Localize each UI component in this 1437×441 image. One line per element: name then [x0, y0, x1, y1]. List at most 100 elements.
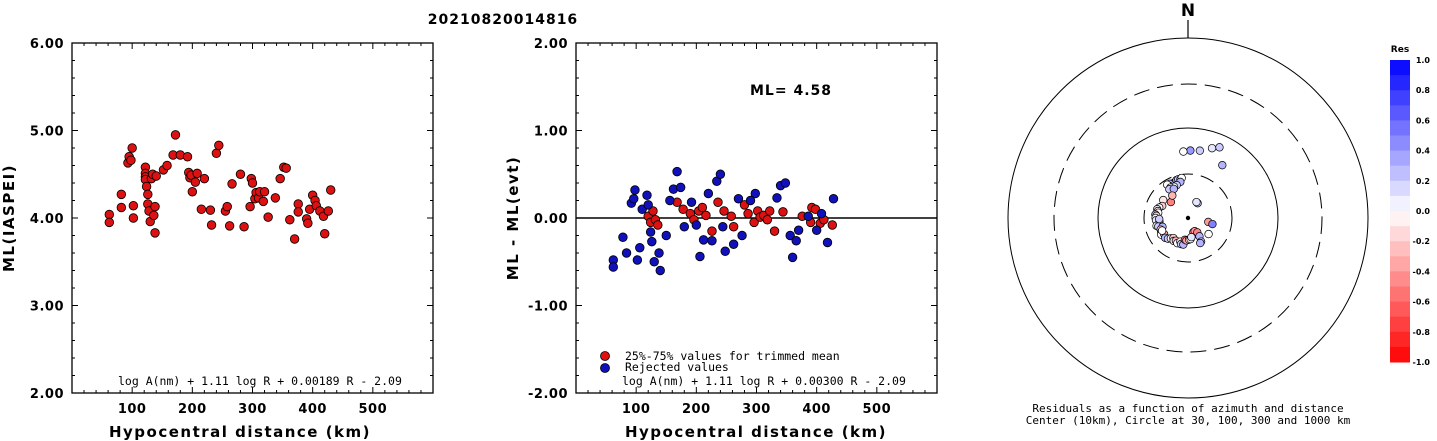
- legend-swatch-trimmed: [600, 351, 610, 361]
- panel-1-frame: [71, 42, 434, 394]
- data-point: [190, 177, 201, 187]
- data-point: [116, 189, 127, 200]
- data-point: [678, 204, 688, 214]
- polar-point: [1187, 232, 1196, 242]
- panel-1-x-ticks: 100 200 300 400 500: [71, 43, 434, 417]
- center-dot: [1185, 215, 1191, 221]
- colorbar-cell: [1390, 120, 1410, 136]
- polar-point: [1168, 191, 1177, 200]
- data-point: [647, 236, 657, 247]
- data-point: [811, 225, 822, 235]
- polar-point: [1204, 229, 1213, 239]
- data-point: [679, 222, 690, 232]
- data-point: [222, 201, 232, 212]
- data-point: [199, 173, 210, 184]
- data-point: [206, 220, 217, 230]
- data-point: [733, 194, 744, 204]
- data-point: [769, 226, 780, 236]
- panel-2-ml-annotation: ML= 4.58: [750, 83, 832, 99]
- data-point: [126, 155, 136, 165]
- data-point: [791, 236, 801, 246]
- colorbar-tick-label: -0.2: [1413, 237, 1431, 246]
- data-point: [703, 188, 714, 199]
- data-point: [698, 235, 709, 245]
- panel-1-formula: log A(nm) + 1.11 log R + 0.00189 R - 2.0…: [118, 374, 402, 388]
- data-point: [162, 160, 172, 171]
- y-tick-label: -1.00: [528, 300, 568, 315]
- colorbar-cell: [1390, 286, 1410, 303]
- panel-1-xlabel: Hypocentral distance (km): [109, 423, 371, 441]
- data-point: [645, 227, 656, 237]
- data-point: [661, 230, 671, 241]
- data-point: [728, 222, 739, 232]
- data-point: [828, 194, 839, 204]
- data-point: [749, 217, 759, 228]
- data-point: [635, 243, 645, 253]
- data-point: [718, 222, 728, 232]
- polar-point: [1179, 147, 1188, 156]
- data-point: [780, 178, 791, 188]
- data-point: [141, 181, 152, 192]
- data-point: [618, 232, 628, 242]
- panel-2-xlabel: Hypocentral distance (km): [625, 423, 887, 441]
- data-point: [320, 229, 330, 239]
- polar-point: [1208, 219, 1217, 229]
- data-point: [803, 211, 813, 221]
- x-tick-label: 100: [622, 402, 651, 417]
- data-point: [743, 208, 753, 219]
- colorbar-cell: [1390, 301, 1410, 318]
- data-point: [653, 220, 663, 230]
- y-tick-label: 1.00: [534, 125, 568, 140]
- colorbar-cell: [1390, 316, 1410, 333]
- data-point: [621, 248, 632, 258]
- data-point: [672, 166, 682, 177]
- data-point: [750, 188, 760, 199]
- data-point: [728, 239, 739, 249]
- data-point: [143, 189, 153, 200]
- colorbar-cell: [1390, 75, 1410, 91]
- polar-point: [1155, 214, 1164, 224]
- polar-point: [1192, 197, 1201, 207]
- data-point: [303, 218, 313, 228]
- data-point: [648, 206, 658, 216]
- x-tick-label: 500: [863, 402, 892, 417]
- data-point: [289, 234, 300, 244]
- panel-2-x-ticks: 100 200 300 400 500: [575, 43, 938, 417]
- panel-1-ml-vs-distance: 2.00 3.00 4.00 5.00 6.00 100 200 300 400 500 log…: [0, 37, 434, 441]
- colorbar-cell: [1390, 135, 1410, 152]
- data-point: [205, 205, 216, 215]
- data-point: [822, 237, 833, 248]
- colorbar-cell: [1390, 90, 1410, 106]
- data-point: [816, 208, 827, 219]
- data-point: [691, 220, 702, 230]
- data-point: [187, 187, 198, 197]
- data-point: [695, 251, 705, 262]
- colorbar-cell: [1390, 60, 1410, 76]
- colorbar-cell: [1390, 331, 1410, 348]
- panel-2-points: [608, 166, 839, 276]
- polar-point: [1169, 184, 1178, 194]
- data-point: [713, 197, 723, 207]
- data-point: [192, 168, 202, 179]
- data-point: [149, 210, 159, 221]
- data-point: [654, 248, 664, 258]
- data-point: [211, 148, 222, 158]
- colorbar-tick-label: 0.4: [1416, 147, 1431, 156]
- polar-point: [1186, 146, 1195, 155]
- panel-1-ylabel: ML(IASPEI): [0, 164, 18, 272]
- data-point: [245, 201, 255, 212]
- colorbar-cell: [1390, 346, 1410, 363]
- colorbar-cell: [1390, 105, 1410, 121]
- data-point: [170, 130, 181, 140]
- data-point: [720, 246, 730, 256]
- data-point: [686, 197, 697, 207]
- data-point: [649, 257, 659, 267]
- y-tick-label: 2.00: [30, 387, 64, 402]
- data-point: [104, 209, 115, 220]
- data-point: [630, 185, 640, 195]
- data-point: [643, 200, 653, 210]
- colorbar-cell: [1390, 256, 1410, 272]
- data-point: [258, 196, 269, 207]
- polar-point: [1195, 146, 1205, 155]
- data-point: [263, 212, 273, 222]
